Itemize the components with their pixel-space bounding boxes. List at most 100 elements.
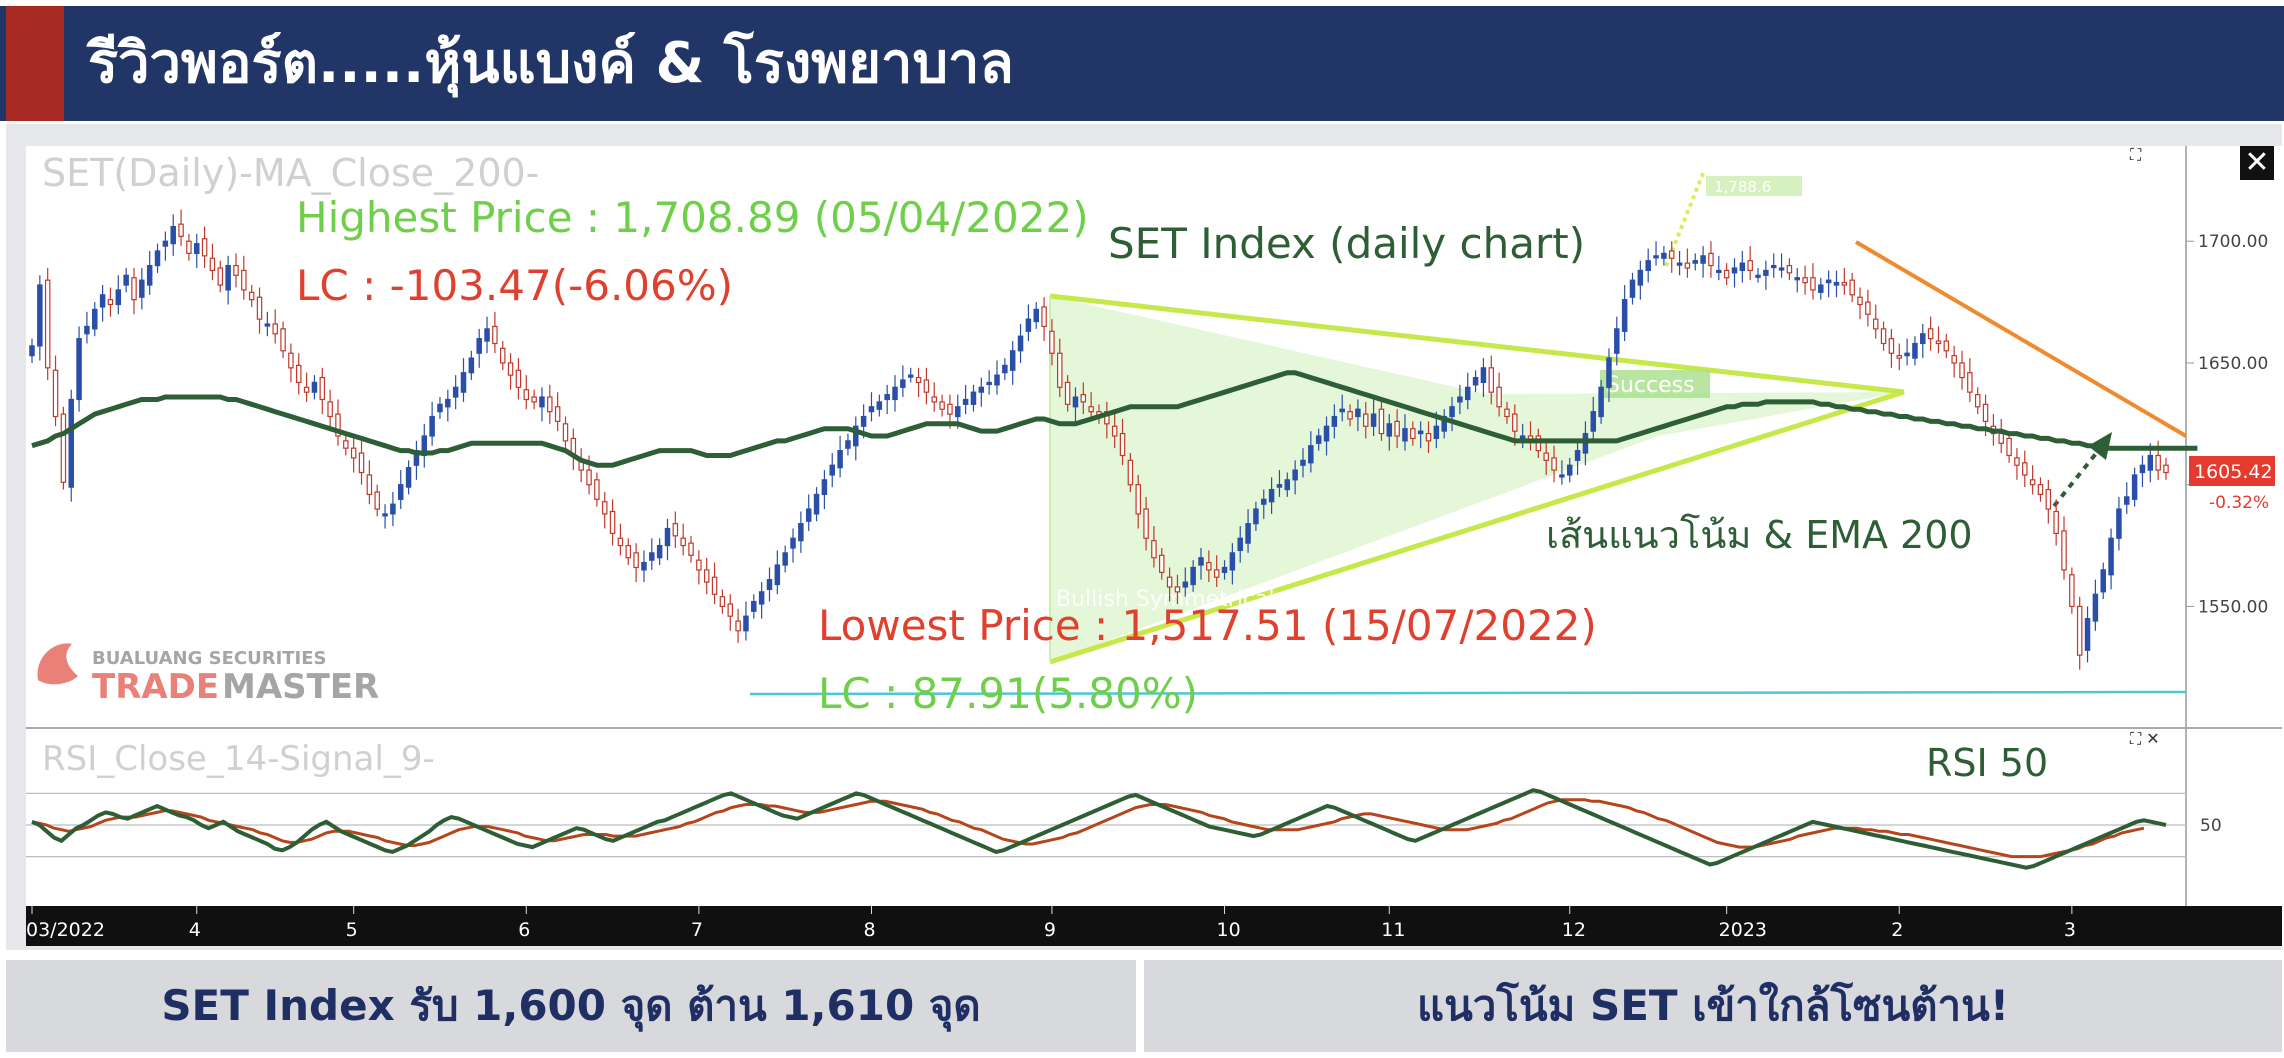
candle-body bbox=[374, 491, 380, 510]
candle-body bbox=[1457, 396, 1463, 403]
candle-body bbox=[609, 510, 616, 534]
candle-body bbox=[2147, 454, 2154, 471]
candle-body bbox=[539, 396, 545, 408]
x-tick-label: 12 bbox=[1562, 919, 1586, 941]
candle-body bbox=[813, 493, 820, 515]
candle-body bbox=[1880, 328, 1887, 345]
candle-body bbox=[711, 576, 718, 595]
candle-body bbox=[1339, 408, 1345, 413]
candle-body bbox=[2069, 574, 2075, 608]
candle-body bbox=[1143, 508, 1149, 539]
candle-body bbox=[2116, 508, 2122, 539]
candle-body bbox=[1425, 432, 1432, 442]
x-tick-label: 10 bbox=[1217, 919, 1241, 941]
candle-body bbox=[1833, 282, 1840, 286]
rsi-expand-icon[interactable]: ⛶ ✕ bbox=[2130, 729, 2160, 748]
rsi-signal-line bbox=[31, 798, 2145, 859]
watermark-master: MASTER bbox=[222, 667, 379, 707]
candle-body bbox=[76, 338, 82, 401]
candle-body bbox=[217, 267, 224, 286]
candle-body bbox=[1284, 479, 1291, 491]
candle-body bbox=[115, 289, 122, 306]
header-accent bbox=[6, 6, 64, 121]
candle-body bbox=[1998, 432, 2004, 444]
candle-body bbox=[1323, 425, 1330, 442]
candle-body bbox=[515, 369, 522, 388]
candle-body bbox=[1786, 264, 1793, 274]
candle-body bbox=[1480, 367, 1487, 384]
candle-body bbox=[2014, 457, 2020, 466]
candle-body bbox=[1449, 406, 1455, 418]
candle-body bbox=[225, 264, 231, 291]
candle-body bbox=[1723, 269, 1730, 279]
x-tick-label: 03/2022 bbox=[26, 919, 105, 941]
candle-body bbox=[1731, 267, 1738, 274]
last-price-value: 1605.42 bbox=[2194, 461, 2273, 483]
candle-body bbox=[1394, 420, 1400, 437]
candle-body bbox=[1629, 279, 1636, 298]
close-icon[interactable]: ✕ bbox=[2240, 146, 2274, 180]
candle-body bbox=[1716, 269, 1722, 274]
triangle-lower-line bbox=[1049, 389, 1905, 665]
candle-body bbox=[335, 413, 341, 437]
candle-body bbox=[907, 374, 914, 378]
candle-body bbox=[1645, 260, 1651, 272]
candle-body bbox=[1410, 428, 1416, 440]
candle-body bbox=[2006, 437, 2012, 457]
candle-body bbox=[735, 620, 741, 632]
candle-body bbox=[547, 396, 553, 413]
expand-icon[interactable]: ⛶ bbox=[2130, 145, 2142, 164]
candle-body bbox=[586, 469, 592, 486]
chart-area: 1,788.6 Success Bullish Symmetrical 1550… bbox=[26, 145, 2282, 946]
candle-body bbox=[429, 415, 435, 437]
candle-body bbox=[2100, 569, 2106, 593]
candle-body bbox=[1002, 364, 1008, 374]
candle-body bbox=[601, 501, 608, 515]
candle-body bbox=[1778, 267, 1785, 271]
candle-body bbox=[554, 406, 561, 422]
price-tick-label: 1700.00 bbox=[2198, 232, 2268, 252]
tradermaster-watermark: BUALUANG SECURITIES TRADE MASTER bbox=[37, 643, 379, 707]
candle-body bbox=[672, 523, 679, 537]
candle-body bbox=[1700, 255, 1706, 264]
rebound-arrow-line bbox=[2052, 444, 2104, 508]
watermark-logo-icon bbox=[37, 643, 78, 685]
candle-body bbox=[2155, 454, 2161, 471]
rsi-tick-label: 50 bbox=[2200, 816, 2222, 836]
candle-body bbox=[382, 513, 388, 517]
price-chart-title: SET Index (daily chart) bbox=[1108, 219, 1585, 268]
candle-body bbox=[2022, 462, 2028, 476]
last-price-change: -0.32% bbox=[2209, 493, 2269, 513]
candle-body bbox=[1825, 279, 1832, 284]
candle-body bbox=[1959, 362, 1965, 379]
candle-body bbox=[1896, 355, 1902, 359]
candle-body bbox=[52, 369, 59, 418]
candle-body bbox=[649, 552, 655, 561]
candle-body bbox=[923, 379, 930, 393]
candle-body bbox=[1590, 411, 1597, 432]
candle-body bbox=[939, 401, 945, 410]
candle-body bbox=[1276, 484, 1283, 488]
price-legend: SET(Daily)-MA_Close_200- bbox=[42, 151, 539, 195]
candle-body bbox=[1127, 459, 1134, 486]
success-box bbox=[1600, 370, 1710, 398]
candle-body bbox=[727, 603, 734, 617]
candle-body bbox=[1692, 260, 1699, 264]
candle-body bbox=[805, 508, 812, 522]
candle-body bbox=[947, 403, 953, 415]
candle-body bbox=[962, 398, 969, 405]
x-tick-label: 9 bbox=[1044, 919, 1056, 941]
candle-body bbox=[531, 396, 537, 403]
candle-body bbox=[1402, 428, 1408, 442]
highest-price-label: Highest Price : 1,708.89 (05/04/2022) bbox=[296, 193, 1089, 242]
candle-body bbox=[994, 374, 1000, 386]
candle-body bbox=[405, 467, 412, 488]
candle-body bbox=[280, 328, 286, 352]
price-tick-label: 1550.00 bbox=[2198, 597, 2268, 617]
x-tick-label: 3 bbox=[2064, 919, 2076, 941]
candle-body bbox=[1009, 350, 1016, 371]
candle-body bbox=[1637, 269, 1644, 286]
candle-body bbox=[1135, 484, 1141, 515]
candle-body bbox=[1072, 396, 1079, 408]
candle-body bbox=[2163, 464, 2169, 474]
